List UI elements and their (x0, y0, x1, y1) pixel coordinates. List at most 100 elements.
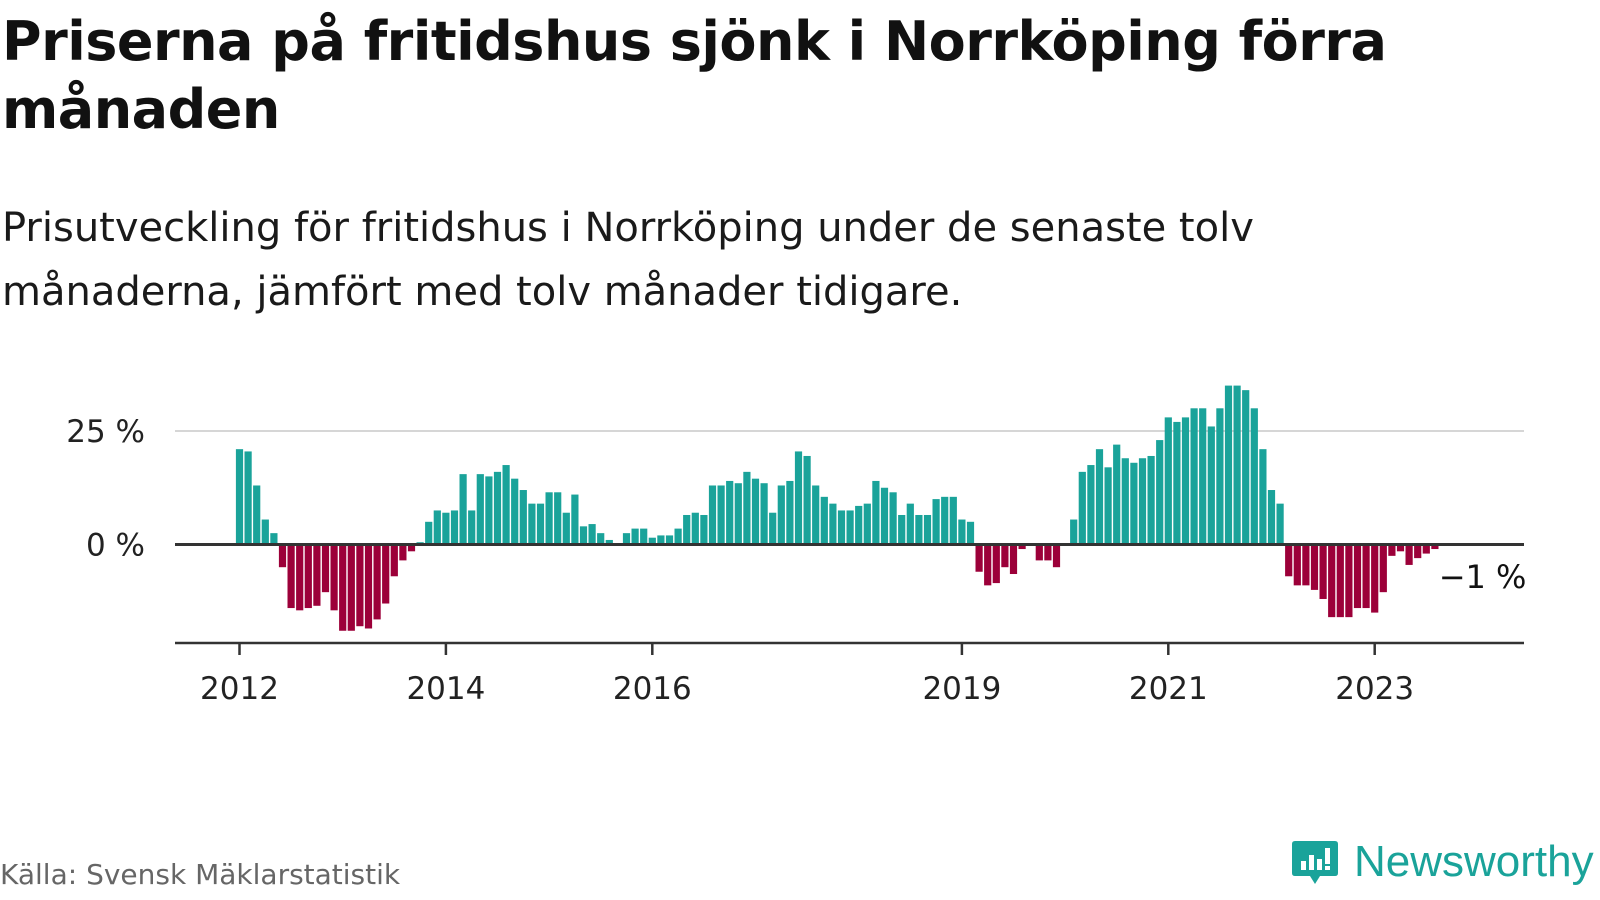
x-tick-label: 2023 (1335, 671, 1414, 707)
bar (330, 544, 338, 611)
bar (1336, 544, 1344, 618)
chart-subtitle: Prisutveckling för fritidshus i Norrköpi… (2, 205, 1254, 315)
bar (1388, 544, 1396, 556)
bar (1285, 544, 1293, 577)
bar (708, 485, 717, 545)
bar (846, 510, 854, 545)
bar (287, 544, 295, 609)
bar (347, 544, 355, 631)
bar (304, 544, 312, 609)
x-tick-label: 2021 (1129, 671, 1208, 707)
bar (1035, 544, 1043, 561)
bar (1302, 544, 1310, 586)
bar (1044, 544, 1052, 561)
bar (1414, 544, 1422, 559)
bar (889, 492, 897, 545)
bar (554, 492, 562, 545)
bar (313, 544, 321, 606)
bar (1431, 544, 1439, 550)
bar (1087, 465, 1095, 545)
bar (674, 528, 682, 545)
bar (1104, 467, 1112, 545)
bar (691, 512, 699, 545)
bar (1018, 544, 1026, 550)
bar (1405, 544, 1413, 565)
bar (382, 544, 390, 604)
bar (958, 519, 966, 545)
bar (1216, 408, 1224, 545)
bar (321, 544, 330, 593)
bar (278, 544, 287, 568)
bar (261, 519, 269, 545)
bar (270, 533, 278, 545)
x-tick-label: 2019 (922, 671, 1001, 707)
bar (1164, 417, 1172, 545)
bar (1362, 544, 1370, 609)
bar (631, 528, 639, 545)
bar (476, 474, 484, 545)
bar (794, 451, 803, 545)
bar (442, 512, 450, 545)
bar (683, 514, 691, 545)
bar (717, 485, 725, 545)
bar (364, 544, 373, 629)
bar (579, 526, 588, 545)
bar (1181, 417, 1190, 545)
bar (562, 512, 570, 545)
bar (450, 510, 459, 545)
axes (175, 543, 1524, 645)
bar (1113, 444, 1121, 545)
bar (1242, 390, 1250, 545)
bar (1293, 544, 1301, 586)
bar (296, 544, 304, 611)
bar (700, 514, 708, 545)
bar (1207, 426, 1215, 545)
latest-value-label: −1 % (1439, 558, 1527, 596)
bar (235, 449, 244, 545)
y-tick-label: 0 % (86, 528, 145, 564)
bar (786, 480, 794, 545)
bar (528, 503, 536, 545)
bar (1001, 544, 1009, 568)
bar (1070, 519, 1078, 545)
bar (493, 471, 502, 545)
bar (665, 535, 674, 545)
bar (734, 483, 742, 545)
bar (640, 528, 648, 545)
bar (605, 539, 613, 545)
bar (1009, 544, 1018, 575)
bar (571, 494, 579, 545)
bar (502, 465, 510, 545)
bar (863, 503, 871, 545)
bar (751, 478, 760, 545)
bar (1052, 544, 1061, 568)
bar (1345, 544, 1353, 618)
brand-name: Newsworthy (1354, 837, 1594, 886)
bar (433, 510, 441, 545)
bar (1276, 503, 1284, 545)
bar (1224, 385, 1233, 545)
bar (1147, 455, 1155, 545)
bar (984, 544, 992, 586)
bar (622, 533, 631, 545)
x-tick-label: 2012 (200, 671, 279, 707)
bar (855, 505, 863, 545)
y-tick-label: 25 % (66, 414, 145, 450)
bar (459, 474, 467, 545)
bar (1259, 449, 1267, 545)
bar (356, 544, 364, 627)
bar (253, 485, 261, 545)
bar (1422, 544, 1430, 554)
newsworthy-icon (1292, 841, 1338, 884)
tick-labels: 0 % 25 % 2012 2014 2016 2019 2021 2023 −1 % (66, 414, 1526, 707)
bar (915, 514, 923, 545)
bar (545, 492, 553, 545)
bar (373, 544, 381, 620)
bar (898, 514, 906, 545)
bar (1353, 544, 1362, 609)
bar (1233, 385, 1241, 545)
bar (339, 544, 347, 631)
x-tick-label: 2014 (406, 671, 485, 707)
bar (726, 480, 734, 545)
bar (975, 544, 983, 572)
